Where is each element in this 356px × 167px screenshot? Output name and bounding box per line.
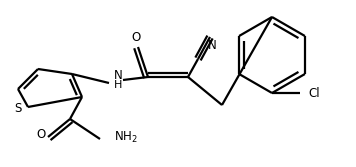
Text: H: H [114, 80, 122, 90]
Text: NH$_2$: NH$_2$ [114, 129, 138, 145]
Text: Cl: Cl [308, 87, 320, 100]
Text: N: N [208, 39, 216, 51]
Text: S: S [14, 103, 22, 116]
Text: O: O [36, 128, 46, 141]
Text: N: N [114, 68, 122, 81]
Text: O: O [131, 31, 141, 43]
